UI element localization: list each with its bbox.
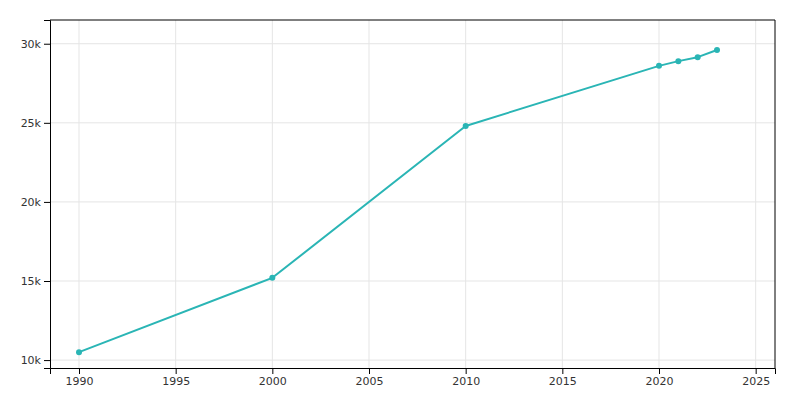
- tick-mark: [659, 368, 660, 374]
- tick-mark: [176, 368, 177, 374]
- tick-mark: [44, 202, 50, 203]
- grid-line: [50, 43, 775, 44]
- tick-label: 20k: [21, 196, 42, 209]
- tick: 2010: [452, 368, 480, 388]
- grid-line: [50, 201, 775, 202]
- tick-mark: [272, 368, 273, 374]
- plot: 1990 1995 2000 2005 2010 2015 2020 2025 10k 15k 20…: [21, 20, 776, 388]
- grid-line: [755, 20, 756, 368]
- tick: 15k: [21, 275, 50, 288]
- chart: 1990 1995 2000 2005 2010 2015 2020 2025 10k 15k 20…: [0, 0, 800, 400]
- grid-line: [465, 20, 466, 368]
- tick-label: 30k: [21, 38, 42, 51]
- point: [695, 54, 701, 60]
- tick-mark: [44, 281, 50, 282]
- tick-mark: [756, 368, 757, 374]
- tick-label: 15k: [21, 275, 42, 288]
- tick: 1990: [66, 368, 94, 388]
- axis-line: [51, 369, 776, 375]
- point: [714, 47, 720, 53]
- tick-label: 2000: [259, 375, 287, 388]
- line: [79, 50, 717, 352]
- y-axis: 10k 15k 20k 25k 30k: [21, 21, 51, 369]
- tick-label: 2015: [549, 375, 577, 388]
- tick-label: 2010: [452, 375, 480, 388]
- tick-mark: [44, 123, 50, 124]
- marks: [76, 47, 720, 355]
- tick-mark: [44, 44, 50, 45]
- tick-label: 1990: [66, 375, 94, 388]
- tick: 30k: [21, 38, 50, 51]
- grid-line: [369, 20, 370, 368]
- tick: 2000: [259, 368, 287, 388]
- axis-line: [44, 21, 51, 369]
- tick-mark: [466, 368, 467, 374]
- x-axis: 1990 1995 2000 2005 2010 2015 2020 2025: [51, 368, 776, 388]
- grid-line: [562, 20, 563, 368]
- grid: [50, 20, 775, 368]
- tick-mark: [369, 368, 370, 374]
- tick-mark: [562, 368, 563, 374]
- point: [675, 58, 681, 64]
- grid-line: [659, 20, 660, 368]
- tick-label: 2005: [356, 375, 384, 388]
- frame-line: [50, 20, 775, 21]
- tick: 2005: [356, 368, 384, 388]
- point: [463, 123, 469, 129]
- grid-line: [50, 122, 775, 123]
- tick-label: 1995: [162, 375, 190, 388]
- point: [656, 63, 662, 69]
- grid-line: [79, 20, 80, 368]
- tick: 1995: [162, 368, 190, 388]
- tick-label: 25k: [21, 117, 42, 130]
- grid-line: [50, 360, 775, 361]
- tick-label: 2025: [742, 375, 770, 388]
- tick-label: 2020: [646, 375, 674, 388]
- point: [269, 275, 275, 281]
- tick-label: 10k: [21, 354, 42, 367]
- frame-line: [775, 20, 776, 368]
- grid-line: [272, 20, 273, 368]
- tick-mark: [44, 360, 50, 361]
- tick: 2020: [646, 368, 674, 388]
- tick: 25k: [21, 117, 50, 130]
- tick: 2025: [742, 368, 770, 388]
- tick: 2015: [549, 368, 577, 388]
- tick: 20k: [21, 196, 50, 209]
- tick-mark: [79, 368, 80, 374]
- tick: 10k: [21, 354, 50, 367]
- point: [76, 349, 82, 355]
- grid-line: [50, 281, 775, 282]
